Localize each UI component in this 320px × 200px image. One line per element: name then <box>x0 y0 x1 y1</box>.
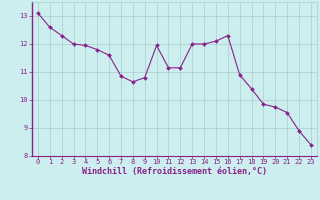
X-axis label: Windchill (Refroidissement éolien,°C): Windchill (Refroidissement éolien,°C) <box>82 167 267 176</box>
